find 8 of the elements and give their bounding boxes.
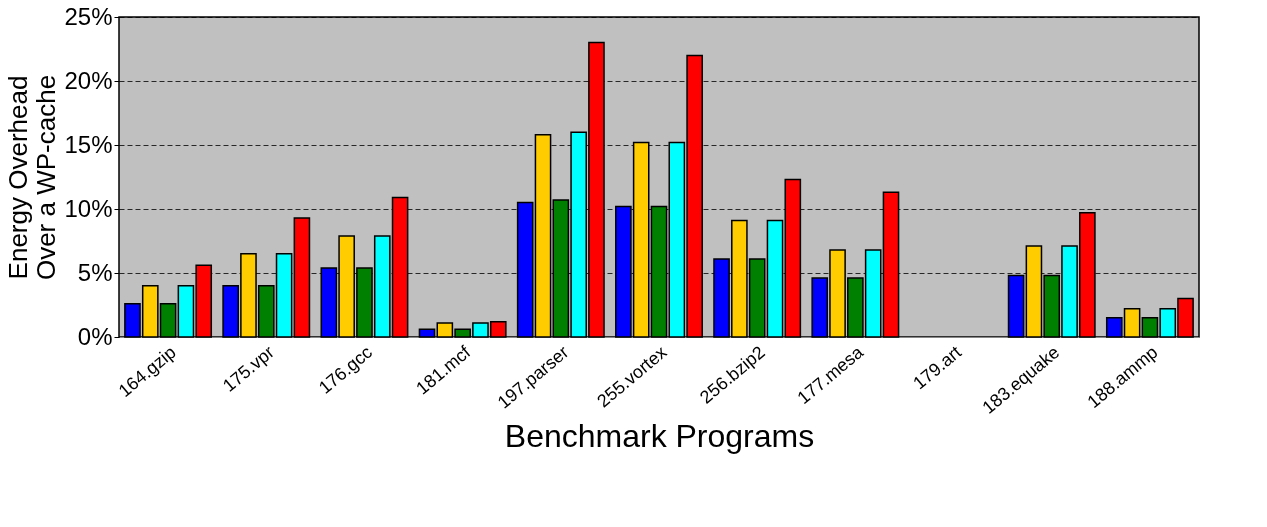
y-tick-label: 0% bbox=[77, 322, 113, 350]
y-tick-label: 20% bbox=[64, 66, 113, 94]
y-axis-title: Energy Overhead Over a WP-cache bbox=[3, 74, 62, 281]
y-tick-label: 25% bbox=[64, 2, 113, 30]
y-tick-label: 5% bbox=[77, 258, 113, 286]
y-tick-label: 15% bbox=[64, 130, 113, 158]
y-tick-label: 10% bbox=[64, 194, 113, 222]
x-axis-title: Benchmark Programs bbox=[504, 417, 815, 454]
